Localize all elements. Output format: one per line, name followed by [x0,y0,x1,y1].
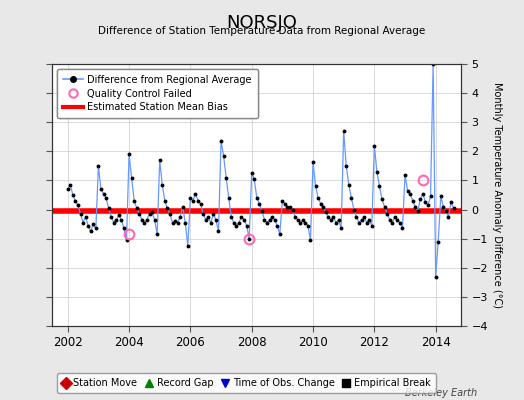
Text: NORSJO: NORSJO [226,14,298,32]
Legend: Station Move, Record Gap, Time of Obs. Change, Empirical Break: Station Move, Record Gap, Time of Obs. C… [57,374,436,393]
Text: Berkeley Earth: Berkeley Earth [405,388,477,398]
Legend: Difference from Regional Average, Quality Control Failed, Estimated Station Mean: Difference from Regional Average, Qualit… [57,69,258,118]
Text: Difference of Station Temperature Data from Regional Average: Difference of Station Temperature Data f… [99,26,425,36]
Y-axis label: Monthly Temperature Anomaly Difference (°C): Monthly Temperature Anomaly Difference (… [492,82,502,308]
